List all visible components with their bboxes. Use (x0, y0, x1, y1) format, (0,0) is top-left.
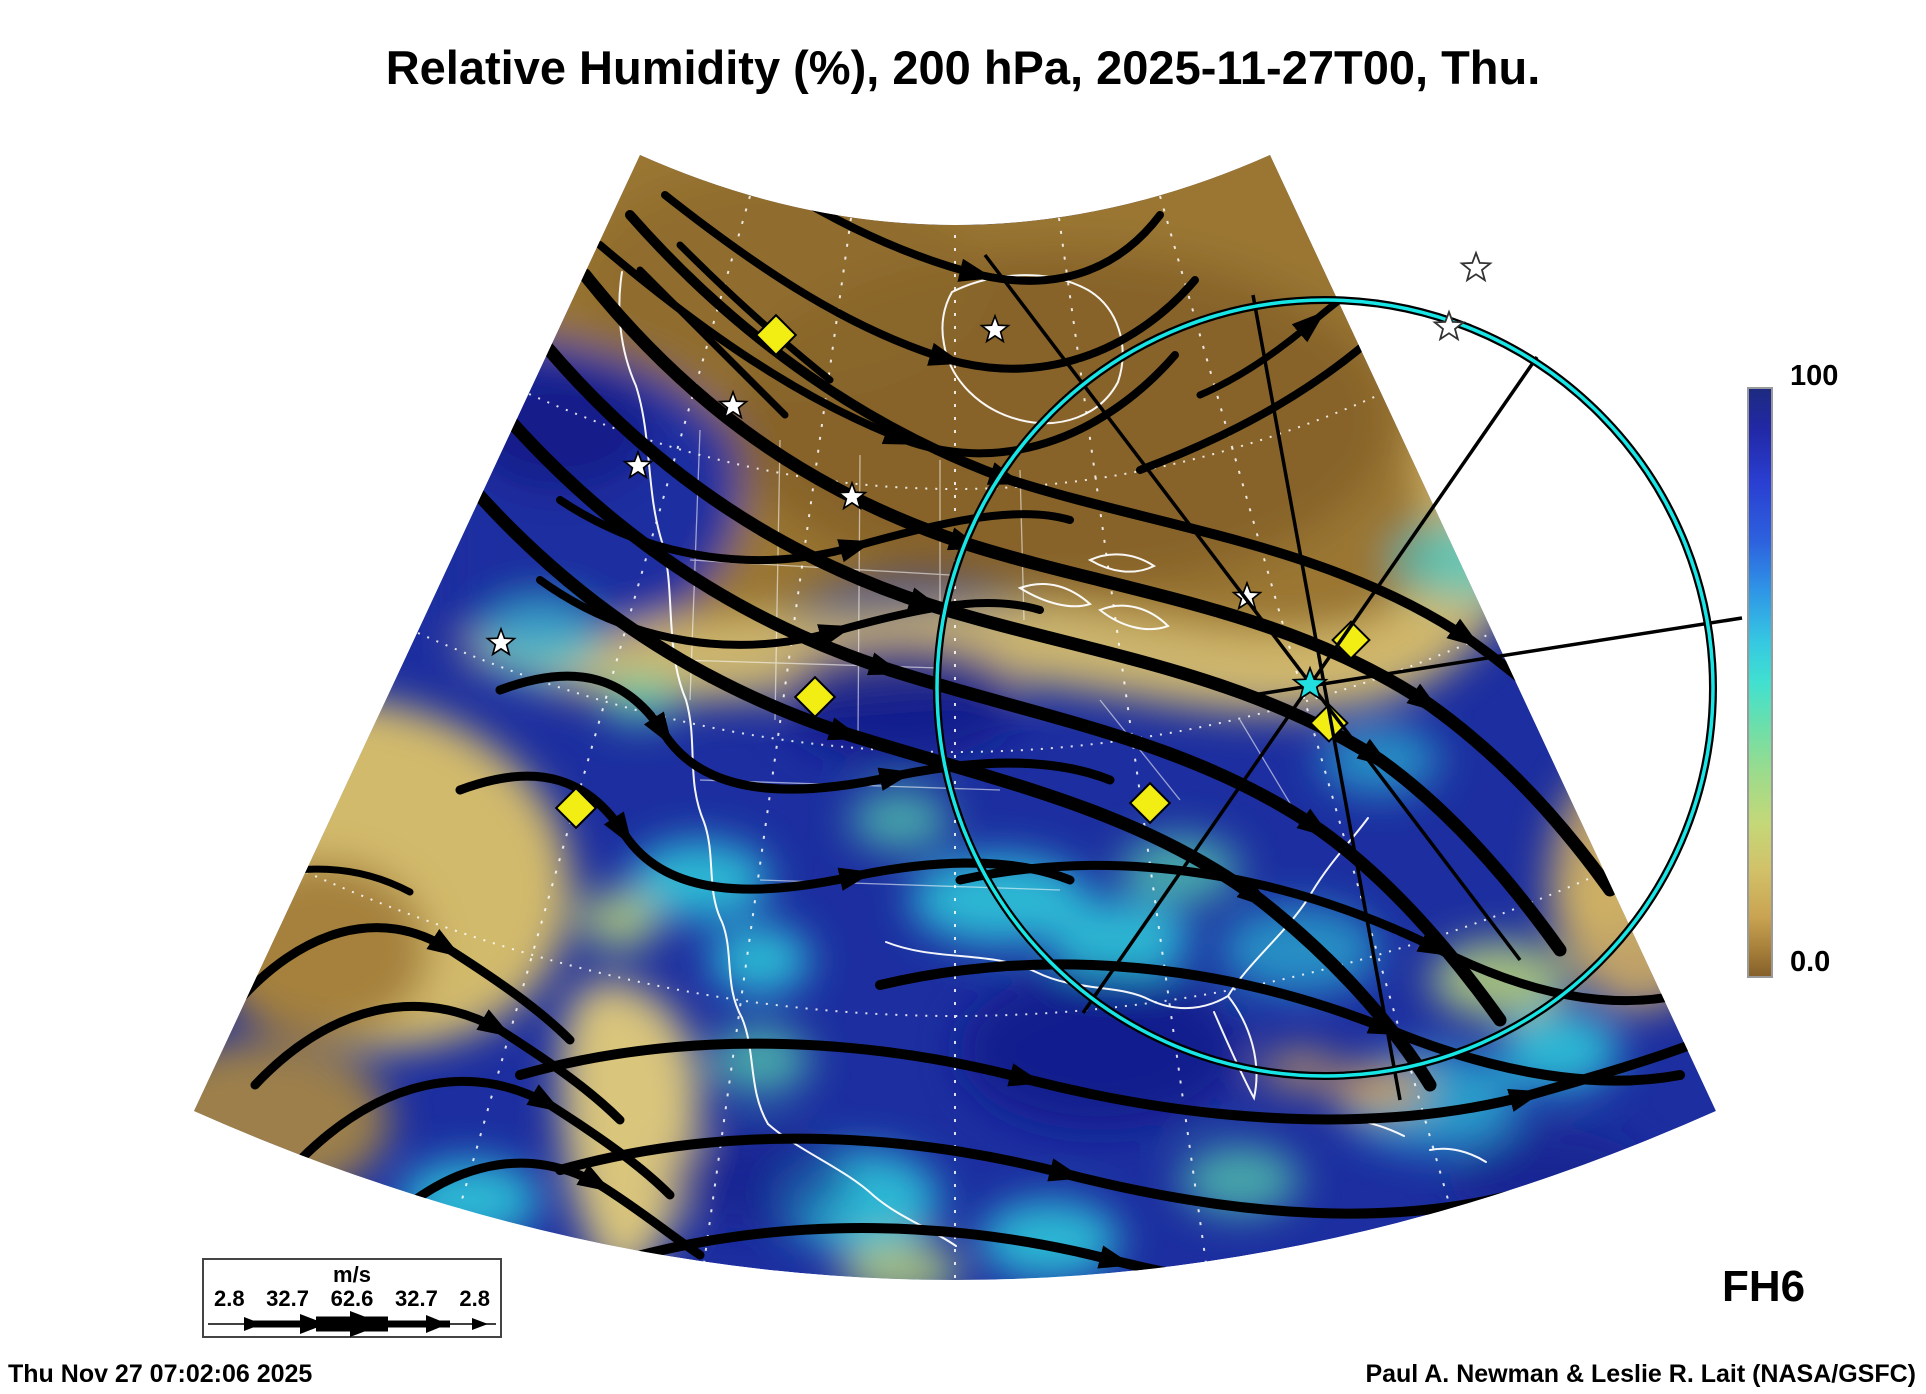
outline-star-icon (1462, 253, 1491, 280)
waypoint-diamond-icon (1128, 781, 1172, 825)
colorbar-min-label: 0.0 (1790, 946, 1831, 978)
station-overlay (933, 253, 1743, 1101)
waypoint-diamond-icon (793, 675, 837, 719)
waypoint-diamond-icon (1331, 620, 1371, 660)
generation-timestamp: Thu Nov 27 07:02:06 2025 (8, 1360, 313, 1388)
waypoint-diamond-icon (554, 786, 598, 830)
forecast-hour-label: FH6 (1722, 1262, 1806, 1311)
wind-unit-label: m/s (333, 1262, 371, 1287)
range-circle (935, 298, 1715, 1078)
waypoint-diamond-icon (754, 313, 798, 357)
waypoint-diamonds (554, 313, 1371, 830)
wind-value-labels: 2.8 32.7 62.6 32.7 2.8 (204, 1286, 500, 1312)
page-title: Relative Humidity (%), 200 hPa, 2025-11-… (385, 41, 1541, 94)
waypoint-diamond-icon (1309, 703, 1349, 743)
wind-value: 2.8 (214, 1286, 245, 1311)
map-fan-region (194, 155, 1716, 1280)
wind-value: 62.6 (330, 1286, 374, 1311)
colorbar-max-label: 100 (1790, 360, 1839, 392)
credit-text: Paul A. Newman & Leslie R. Lait (NASA/GS… (1365, 1360, 1916, 1388)
wind-arrow-scale-icon (208, 1311, 496, 1337)
wind-value: 2.8 (459, 1286, 490, 1311)
wind-value: 32.7 (394, 1286, 438, 1311)
humidity-colorbar (1747, 387, 1773, 978)
wind-speed-legend: m/s 2.8 32.7 62.6 32.7 2.8 (202, 1258, 502, 1338)
wind-value: 32.7 (266, 1286, 309, 1311)
